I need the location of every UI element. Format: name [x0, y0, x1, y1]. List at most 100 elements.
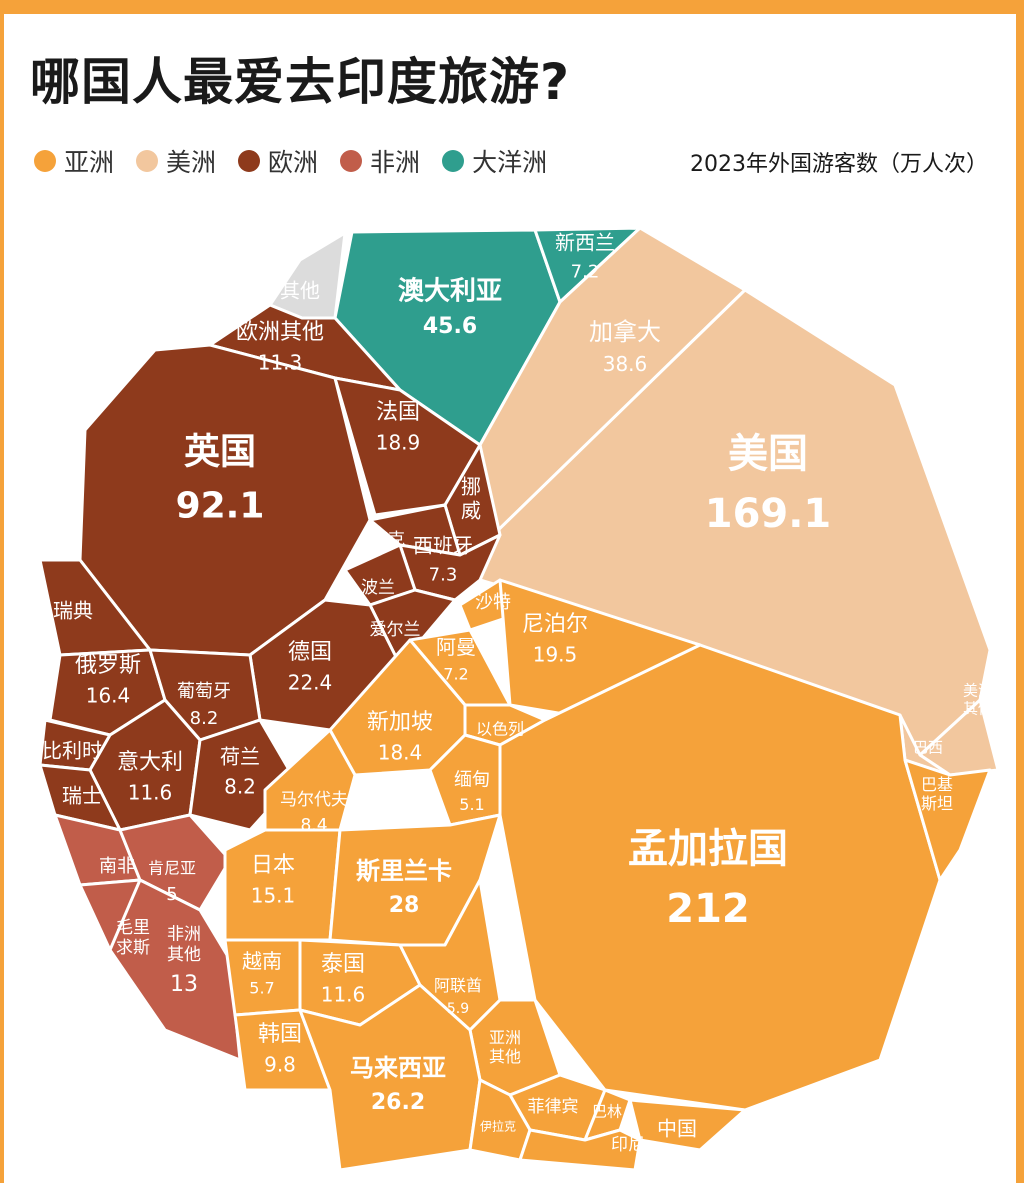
cell-value: 8.2	[190, 708, 219, 729]
cell-label: 英国	[184, 431, 256, 472]
legend-swatch	[136, 150, 159, 172]
cell-label: 比利时	[42, 739, 102, 763]
cell-label: 非洲	[167, 925, 201, 945]
cell-label: 中国	[657, 1117, 697, 1141]
legend-swatch	[340, 150, 363, 172]
cell-中国	[628, 1098, 747, 1152]
cell-value: 18.9	[376, 431, 421, 455]
cell-label: 澳大利亚	[398, 276, 502, 306]
cell-巴基斯坦	[903, 758, 992, 882]
cell-value: 13	[170, 972, 198, 997]
cell-value: 212	[666, 886, 750, 932]
cell-label: 沙特	[475, 592, 511, 613]
cell-label: 南非	[99, 856, 135, 877]
cell-value: 15.1	[251, 884, 296, 908]
cell-label: 马尔代夫	[280, 790, 348, 810]
cell-value: 26.2	[371, 1090, 425, 1115]
cell-label: 挪	[461, 475, 481, 499]
unit-note: 2023年外国游客数（万人次）	[690, 152, 988, 177]
cell-label: 日本	[251, 853, 295, 878]
cell-伊拉克	[468, 1078, 532, 1162]
cell-value: 22.4	[288, 671, 333, 695]
cell-value: 9.8	[264, 1053, 296, 1077]
cell-label: 其他	[489, 1047, 521, 1066]
legend-label: 欧洲	[268, 148, 319, 177]
right-border	[1016, 0, 1024, 1183]
cell-value: 7.2	[571, 261, 600, 282]
legend: 亚洲 美洲 欧洲 非洲 大洋洲	[34, 144, 569, 178]
voronoi-treemap: 其他 澳大利亚45.6新西兰7.2加拿大38.6美国169.1美洲其他巴西欧洲其他…	[38, 226, 1000, 1172]
cell-value: 169.1	[705, 491, 832, 537]
cell-value: 45.6	[423, 314, 477, 339]
cell-label: 捷克	[371, 530, 405, 550]
cell-label: 意大利	[117, 750, 183, 775]
cell-label: 其他	[167, 945, 201, 965]
cell-label: 斯坦	[921, 794, 953, 813]
cell-value: 11.6	[128, 781, 173, 805]
cell-label: 欧洲其他	[236, 320, 324, 345]
cell-value: 5	[166, 884, 177, 905]
cell-label: 印尼	[611, 1135, 645, 1155]
legend-item-europe: 欧洲	[238, 143, 318, 179]
cell-label: 爱尔兰	[370, 620, 421, 640]
legend-item-oceania: 大洋洲	[442, 143, 547, 179]
cell-label: 新加坡	[367, 710, 433, 735]
legend-label: 大洋洲	[472, 148, 548, 177]
cell-label: 亚洲	[489, 1028, 521, 1047]
cell-非洲其他	[108, 878, 242, 1062]
cell-label: 瑞士	[62, 784, 102, 808]
cell-label: 巴基	[921, 775, 953, 794]
cell-label: 其他	[280, 279, 320, 303]
cell-label: 美洲	[963, 682, 993, 700]
cell-label: 其他	[963, 700, 993, 718]
cell-label: 伊拉克	[480, 1119, 516, 1134]
cell-马尔代夫	[263, 728, 357, 832]
cell-label: 俄罗斯	[75, 653, 141, 678]
cell-label: 阿曼	[436, 635, 476, 659]
cell-label: 泰国	[321, 952, 365, 977]
cell-label: 马来西亚	[350, 1054, 446, 1082]
cell-value: 16.4	[86, 684, 131, 708]
cell-label: 威	[461, 499, 481, 523]
cell-label: 越南	[242, 949, 282, 973]
chart-title: 哪国人最爱去印度旅游?	[30, 53, 571, 111]
cell-label: 斯里兰卡	[356, 857, 452, 885]
cell-label: 巴西	[913, 739, 943, 757]
cell-value: 38.6	[603, 352, 648, 376]
legend-label: 亚洲	[64, 148, 115, 177]
cell-label: 法国	[376, 400, 420, 425]
legend-label: 美洲	[166, 148, 217, 177]
cell-value: 92.1	[176, 485, 265, 526]
cell-label: 巴林	[592, 1103, 622, 1121]
left-border	[0, 0, 4, 1183]
legend-swatch	[442, 150, 465, 172]
cell-label: 美国	[728, 431, 808, 477]
cell-label: 瑞典	[53, 599, 93, 623]
cell-value: 8.4	[300, 815, 327, 835]
cell-label: 菲律宾	[528, 1097, 579, 1117]
legend-item-americas: 美洲	[136, 143, 216, 179]
cell-label: 尼泊尔	[522, 612, 588, 637]
legend-swatch	[34, 150, 56, 172]
cell-label: 毛里	[116, 918, 150, 938]
cell-label: 加拿大	[589, 318, 661, 346]
cell-label: 以色列	[476, 720, 524, 739]
cell-label: 孟加拉国	[628, 826, 788, 872]
cell-label: 波兰	[361, 578, 395, 598]
cell-肯尼亚	[118, 813, 232, 912]
legend-label: 非洲	[370, 148, 421, 177]
cell-label: 德国	[288, 640, 332, 665]
cell-value: 19.5	[533, 643, 578, 667]
top-border	[0, 0, 1024, 14]
cell-value: 7.2	[443, 664, 468, 683]
cell-label: 韩国	[258, 1022, 302, 1047]
cell-value: 28	[389, 893, 420, 918]
cell-value: 5.7	[249, 978, 274, 997]
cell-value: 5.1	[459, 795, 484, 814]
cell-孟加拉国	[498, 643, 942, 1112]
cell-value: 7.3	[429, 564, 458, 585]
cell-label: 西班牙	[413, 534, 473, 558]
cell-其他	[268, 231, 347, 320]
cell-label: 荷兰	[220, 745, 260, 769]
cell-value: 8.2	[224, 775, 256, 799]
